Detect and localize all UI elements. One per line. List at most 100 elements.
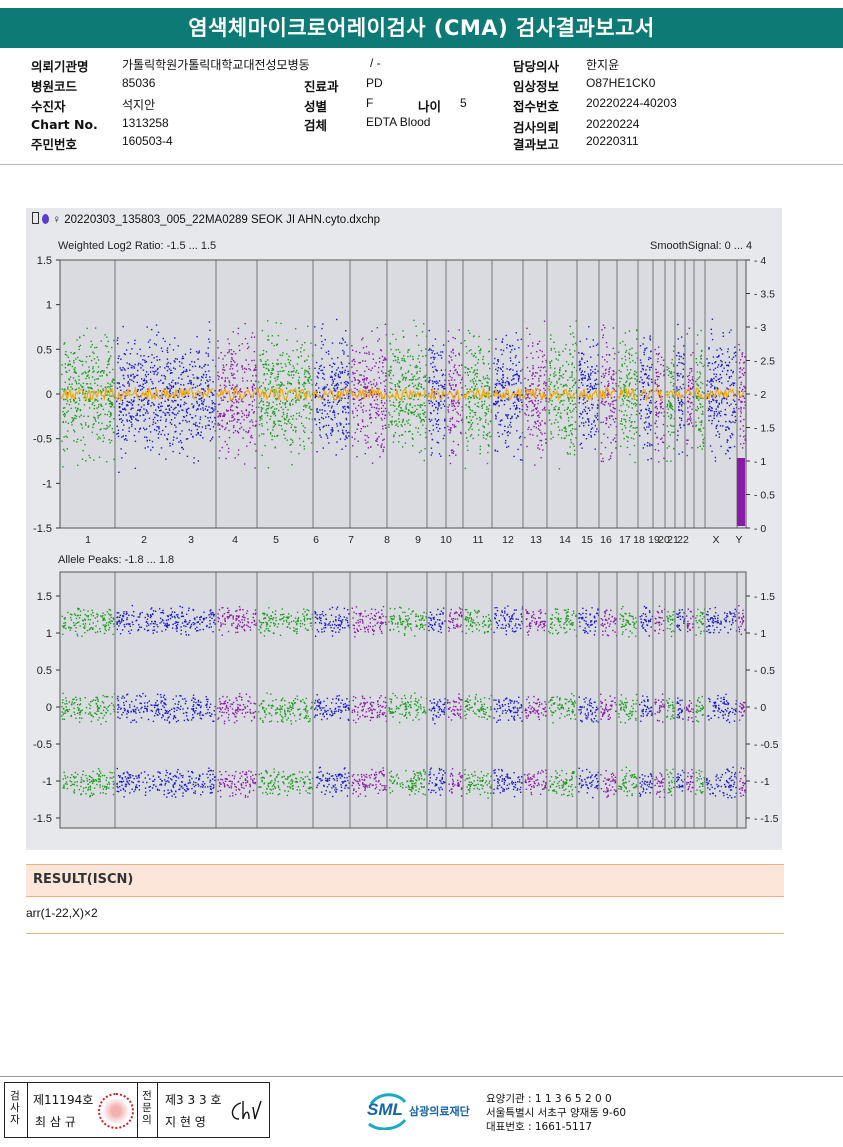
chromosome-label: 8 — [384, 534, 390, 546]
y-tick-label: 0.5 — [37, 344, 52, 356]
report-label: 결과보고 — [513, 137, 560, 152]
chromosome-points — [666, 345, 676, 462]
examiner-label: 검사자 — [10, 1090, 20, 1126]
chromosome-label: X — [712, 534, 719, 546]
smooth-signal-line — [463, 387, 491, 401]
y-tick-label: -1 — [42, 776, 52, 788]
chromosome-points — [548, 608, 578, 797]
chromosome-label: 12 — [502, 534, 514, 546]
phone: 대표번호 : 1661-5117 — [486, 1121, 593, 1133]
report-title: 염색체마이크로어레이검사 (CMA) 검사결과보고서 — [0, 8, 843, 48]
chromosome-label: 18 — [633, 534, 645, 546]
id-value: 160503-4 — [122, 134, 173, 148]
smooth-signal-line — [547, 388, 576, 401]
smooth-signal-line — [675, 390, 684, 400]
clinical-label: 임상정보 — [513, 79, 560, 94]
chromosome-points — [618, 329, 639, 464]
smooth-signal-line — [60, 387, 115, 402]
chromosome-points — [676, 609, 686, 792]
examiner-no: 제11194호 — [33, 1093, 94, 1107]
y2-tick-label: - 1 — [754, 628, 766, 640]
smooth-signal-line — [257, 387, 312, 402]
smooth-signal-line — [387, 388, 427, 401]
y-tick-label: -1.5 — [33, 523, 52, 535]
chromosome-points — [388, 319, 428, 462]
doctor-label: 담당의사 — [513, 59, 560, 74]
result-divider — [26, 933, 784, 934]
chromosome-label: 10 — [440, 534, 452, 546]
examiner-seal-icon — [98, 1093, 134, 1129]
y2-tick-label: - 3.5 — [754, 289, 775, 301]
chromosome-points — [447, 607, 464, 797]
specimen-label: 검체 — [304, 118, 328, 133]
smooth-signal-line — [665, 390, 675, 398]
chromosome-points — [258, 320, 314, 469]
chromosome-label: 6 — [313, 534, 319, 546]
chromosome-points — [695, 329, 706, 450]
chromosome-points — [695, 608, 706, 795]
chromosome-points — [654, 346, 666, 463]
doctor-value: 한지윤 — [586, 58, 620, 72]
y-tick-label: 1 — [46, 628, 52, 640]
id-label: 주민번호 — [31, 137, 78, 152]
battery-icon — [32, 212, 39, 224]
institution-value: 가톨릭학원가톨릭대학교대전성모병동 — [122, 58, 310, 72]
y-chromosome-drop — [737, 458, 745, 526]
drop-icon — [42, 214, 50, 224]
patient-value: 석지안 — [122, 98, 156, 112]
chromosome-points — [464, 329, 493, 470]
chart-value: 1313258 — [122, 116, 169, 130]
clinical-value: O87HE1CK0 — [586, 76, 656, 90]
signature-box: 검사자 제11194호 최 삼 규 전문의 제3 3 3 호 지 현 영 — [4, 1082, 270, 1138]
smooth-signal-line — [654, 386, 664, 401]
report-value: 20220311 — [586, 134, 639, 148]
y-tick-label: -0.5 — [33, 434, 52, 446]
chromosome-points — [61, 607, 116, 798]
chromosome-points — [116, 321, 217, 474]
specialist-name: 지 현 영 — [165, 1115, 206, 1129]
logo-org-name: 삼광의료재단 — [409, 1105, 470, 1118]
y2-tick-label: - -1.5 — [754, 813, 779, 825]
smooth-signal-line — [737, 390, 745, 399]
chromosome-label: 2 — [141, 534, 147, 546]
chromosome-points — [314, 606, 351, 798]
allele-peaks-label: Allele Peaks: -1.8 ... 1.8 — [58, 554, 175, 566]
chromosome-points — [493, 332, 524, 461]
y-tick-label: -1 — [42, 478, 52, 490]
chromosome-label: 21 — [667, 534, 679, 546]
smooth-signal-label: SmoothSignal: 0 ... 4 — [650, 240, 753, 252]
y2-tick-label: - 3 — [754, 322, 766, 334]
y2-tick-label: - 1.5 — [754, 591, 775, 603]
request-value: 20220224 — [586, 117, 640, 131]
header-divider — [0, 164, 843, 165]
chromosome-points — [600, 324, 618, 463]
y2-tick-label: - 1.5 — [754, 423, 775, 435]
chart-label: Chart No. — [31, 117, 98, 132]
smooth-signal-line — [577, 388, 599, 402]
handwritten-signature-icon — [231, 1100, 262, 1120]
chromosome-points — [639, 335, 654, 461]
chromosome-points — [578, 607, 600, 799]
chromosome-points — [447, 329, 464, 465]
chromosome-points — [351, 323, 388, 464]
chromosome-points — [600, 609, 618, 798]
y2-tick-label: - 0.5 — [754, 490, 775, 502]
smooth-signal-line — [115, 386, 214, 402]
y2-tick-label: - 0 — [754, 702, 766, 714]
chromosome-label: 22 — [677, 534, 689, 546]
y2-tick-label: - 2 — [754, 389, 766, 401]
y-tick-label: -0.5 — [33, 739, 52, 751]
chromosome-label: 14 — [559, 534, 571, 546]
y-tick-label: 0.5 — [37, 665, 52, 677]
plot-svg: 1.5 1 0.5 0 -0.5 -1 -1.5 - 4 - 3.5 - 3 - 2.5 - 2 - 1… — [33, 255, 779, 829]
chromosome-points — [428, 607, 446, 796]
smooth-signal-line — [427, 388, 446, 400]
cma-plot: ♀ 20220303_135803_005_22MA0289 SEOK JI A… — [26, 208, 782, 850]
footer-divider — [0, 1076, 843, 1077]
chromosome-label: 1 — [85, 534, 91, 546]
chromosome-points — [639, 605, 654, 797]
chromosome-label: 19 — [648, 534, 660, 546]
y-tick-label: 1.5 — [37, 591, 52, 603]
plot-frame-outline — [59, 571, 747, 829]
chromosome-label: 5 — [273, 534, 279, 546]
